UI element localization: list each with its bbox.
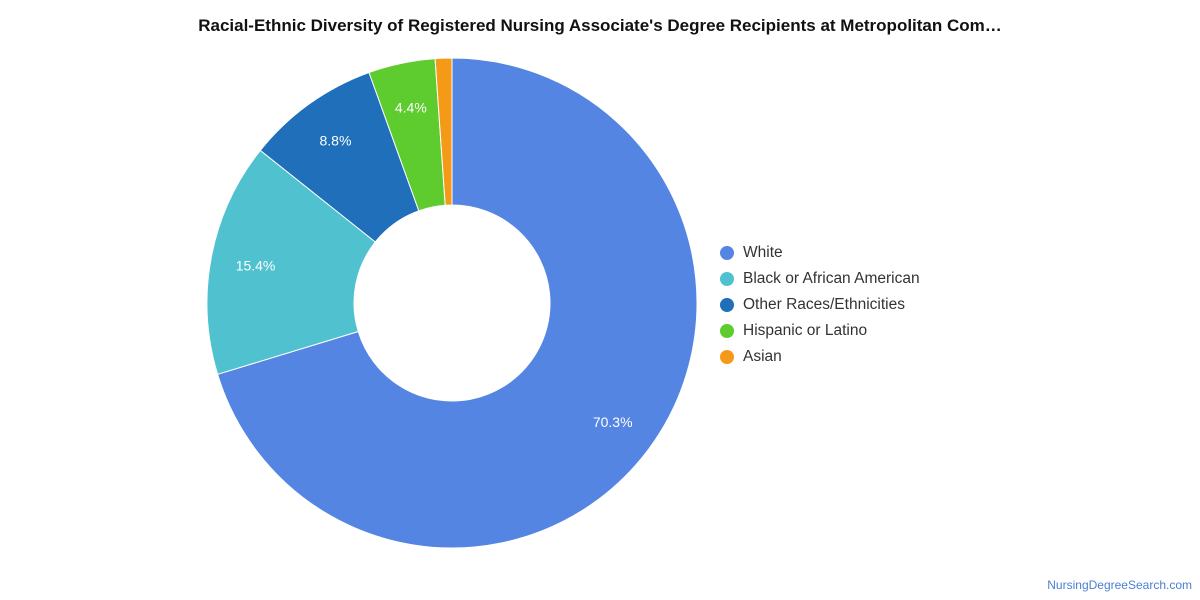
slice-label: 4.4%	[395, 99, 427, 115]
slice-label: 8.8%	[320, 132, 352, 148]
legend-swatch	[720, 272, 734, 286]
legend-swatch	[720, 350, 734, 364]
legend: White Black or African American Other Ra…	[720, 240, 920, 370]
legend-item-other-races[interactable]: Other Races/Ethnicities	[720, 292, 920, 318]
slice-asian[interactable]	[434, 57, 453, 206]
legend-item-asian[interactable]: Asian	[720, 344, 920, 370]
legend-swatch	[720, 246, 734, 260]
legend-label: Black or African American	[743, 270, 920, 287]
chart-title: Racial-Ethnic Diversity of Registered Nu…	[198, 16, 1002, 35]
legend-label: Hispanic or Latino	[743, 322, 868, 339]
legend-label: Other Races/Ethnicities	[743, 296, 905, 313]
slice-white[interactable]	[216, 57, 698, 549]
slice-label: 15.4%	[236, 258, 276, 274]
slice-black-or-african-american[interactable]	[206, 149, 377, 375]
legend-swatch	[720, 324, 734, 338]
legend-label: White	[743, 244, 783, 261]
slice-label: 70.3%	[593, 414, 633, 430]
legend-item-black-or-african-american[interactable]: Black or African American	[720, 266, 920, 292]
legend-swatch	[720, 298, 734, 312]
legend-label: Asian	[743, 348, 782, 365]
source-watermark[interactable]: NursingDegreeSearch.com	[1047, 578, 1192, 592]
legend-item-hispanic-or-latino[interactable]: Hispanic or Latino	[720, 318, 920, 344]
legend-item-white[interactable]: White	[720, 240, 920, 266]
